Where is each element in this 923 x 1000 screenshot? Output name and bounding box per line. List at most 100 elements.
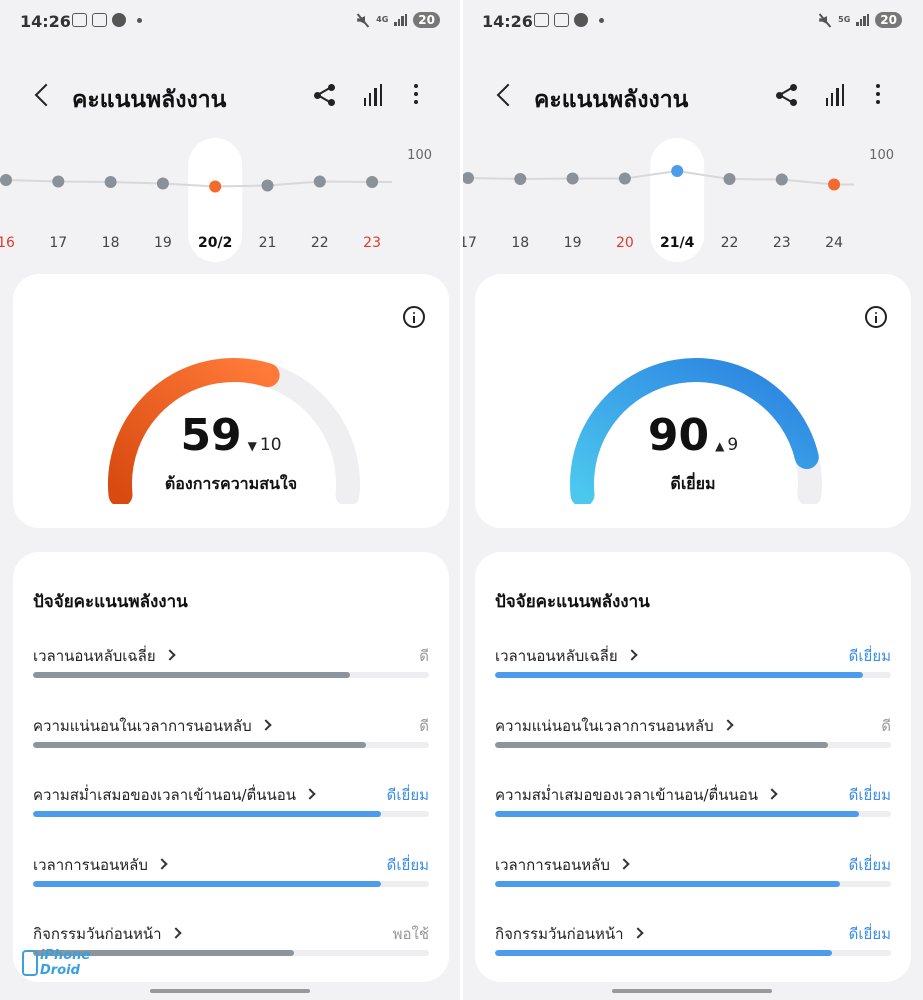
factor-progress-fill bbox=[33, 672, 350, 678]
phone-screen-1: 14:26 4G 20 คะแนนพลังงาน 16 17 18 19 20/2 21 22 23 1… bbox=[0, 0, 462, 1000]
factor-label: ความสม่ำเสมอของเวลาเข้านอน/ตื่นนอน bbox=[495, 783, 778, 807]
more-notifications-icon bbox=[599, 17, 604, 23]
trend-scale-label: 100 bbox=[407, 148, 432, 163]
factor-rating: ดีเยี่ยม bbox=[386, 855, 429, 874]
chevron-right-icon bbox=[163, 649, 176, 661]
system-icons: 5G 20 bbox=[818, 12, 902, 28]
trend-point[interactable] bbox=[775, 173, 788, 186]
trend-point[interactable] bbox=[566, 172, 579, 185]
chevron-right-icon bbox=[304, 788, 316, 800]
more-options-icon[interactable] bbox=[876, 84, 880, 104]
factor-rating: ดี bbox=[419, 647, 429, 665]
battery-indicator: 20 bbox=[875, 12, 902, 28]
trend-point[interactable] bbox=[828, 178, 841, 191]
trend-point[interactable] bbox=[209, 180, 222, 193]
trend-point[interactable] bbox=[52, 175, 65, 188]
trend-point[interactable] bbox=[514, 173, 527, 185]
watermark-line2: Droid bbox=[40, 963, 80, 978]
share-icon[interactable] bbox=[776, 84, 798, 106]
trends-icon[interactable] bbox=[364, 84, 382, 106]
trend-point[interactable] bbox=[104, 176, 117, 188]
trend-day-label[interactable]: 17 bbox=[49, 235, 67, 251]
trends-icon[interactable] bbox=[826, 84, 844, 106]
factor-row[interactable]: เวลานอนหลับเฉลี่ย ดีเยี่ยม bbox=[495, 644, 891, 684]
watermark-text: iPhone Droid bbox=[40, 948, 90, 978]
factor-row[interactable]: ความแน่นอนในเวลาการนอนหลับ ดี bbox=[495, 714, 891, 754]
factor-progress-fill bbox=[495, 880, 840, 887]
score-delta: ▲ 9 bbox=[715, 435, 738, 455]
trend-day-label[interactable]: 19 bbox=[154, 235, 172, 251]
trend-line bbox=[462, 169, 854, 186]
home-indicator bbox=[612, 989, 772, 993]
chevron-right-icon bbox=[169, 927, 182, 939]
trend-day-label[interactable]: 23 bbox=[363, 235, 381, 251]
factor-row[interactable]: กิจกรรมวันก่อนหน้า ดีเยี่ยม bbox=[495, 922, 891, 962]
score-factors-card: ปัจจัยคะแนนพลังงานเวลานอนหลับเฉลี่ย ดีเยี… bbox=[475, 552, 911, 982]
chevron-right-icon bbox=[721, 718, 734, 731]
status-time: 14:26 bbox=[482, 12, 533, 31]
trend-day-label[interactable]: 21 bbox=[259, 235, 277, 251]
factor-progress-track bbox=[495, 880, 891, 887]
factor-row[interactable]: เวลานอนหลับเฉลี่ย ดี bbox=[33, 644, 429, 684]
trend-day-label[interactable]: 24 bbox=[825, 235, 843, 251]
mute-icon bbox=[356, 13, 370, 27]
trend-point[interactable] bbox=[671, 165, 684, 177]
trend-point[interactable] bbox=[0, 174, 12, 186]
trend-day-label[interactable]: 16 bbox=[0, 235, 15, 251]
back-icon[interactable] bbox=[496, 82, 512, 108]
score-value-row: 59 ▼ 10 bbox=[13, 410, 449, 461]
factor-row[interactable]: ความสม่ำเสมอของเวลาเข้านอน/ตื่นนอน ดีเยี่… bbox=[495, 783, 891, 823]
factor-rating: ดีเยี่ยม bbox=[848, 855, 891, 874]
score-delta: ▼ 10 bbox=[248, 435, 282, 455]
score-value: 59 bbox=[180, 410, 242, 461]
factor-row[interactable]: ความสม่ำเสมอของเวลาเข้านอน/ตื่นนอน ดีเยี่… bbox=[33, 783, 429, 823]
app-bar: คะแนนพลังงาน bbox=[0, 74, 462, 118]
trend-point[interactable] bbox=[462, 172, 474, 184]
factor-row[interactable]: เวลาการนอนหลับ ดีเยี่ยม bbox=[33, 853, 429, 893]
factor-progress-track bbox=[33, 950, 429, 956]
factor-label: ความแน่นอนในเวลาการนอนหลับ bbox=[33, 714, 272, 738]
trend-point[interactable] bbox=[313, 175, 326, 188]
gauge-fill bbox=[108, 358, 280, 504]
trend-day-label[interactable]: 18 bbox=[511, 235, 529, 251]
trend-day-label[interactable]: 20 bbox=[616, 235, 634, 251]
factor-row[interactable]: ความแน่นอนในเวลาการนอนหลับ ดี bbox=[33, 714, 429, 754]
trend-day-label[interactable]: 19 bbox=[564, 235, 582, 251]
factor-label: ความสม่ำเสมอของเวลาเข้านอน/ตื่นนอน bbox=[33, 783, 316, 807]
trend-day-label[interactable]: 21/4 bbox=[660, 235, 695, 251]
trend-point[interactable] bbox=[261, 179, 274, 192]
more-options-icon[interactable] bbox=[414, 84, 418, 104]
factor-label-text: เวลาการนอนหลับ bbox=[495, 855, 610, 874]
info-icon[interactable] bbox=[865, 306, 887, 328]
factors-title: ปัจจัยคะแนนพลังงาน bbox=[495, 592, 650, 612]
chevron-right-icon bbox=[766, 788, 778, 800]
trend-point[interactable] bbox=[366, 176, 379, 188]
score-gauge bbox=[570, 358, 822, 504]
trend-day-label[interactable]: 22 bbox=[721, 235, 739, 251]
trend-day-label[interactable]: 17 bbox=[462, 235, 477, 251]
screen-divider bbox=[460, 0, 463, 1000]
page-title: คะแนนพลังงาน bbox=[72, 87, 227, 113]
watermark-line1: iPhone bbox=[40, 948, 91, 963]
factor-progress-fill bbox=[33, 950, 295, 956]
chevron-right-icon bbox=[156, 857, 168, 870]
factor-row[interactable]: กิจกรรมวันก่อนหน้า พอใช้ bbox=[33, 922, 429, 962]
energy-score-card: 90 ▲ 9 ดีเยี่ยม bbox=[475, 274, 911, 528]
factor-progress-fill bbox=[495, 741, 828, 748]
trend-point[interactable] bbox=[156, 177, 169, 190]
factor-row[interactable]: เวลาการนอนหลับ ดีเยี่ยม bbox=[495, 853, 891, 893]
trend-day-label[interactable]: 23 bbox=[773, 235, 791, 251]
app-bar: คะแนนพลังงาน bbox=[462, 74, 923, 118]
trend-day-label[interactable]: 22 bbox=[311, 235, 329, 251]
info-icon[interactable] bbox=[403, 306, 425, 328]
trend-day-label[interactable]: 20/2 bbox=[198, 235, 232, 251]
trend-point[interactable] bbox=[618, 172, 631, 185]
trend-chart[interactable]: 16 17 18 19 20/2 21 22 23 bbox=[0, 136, 462, 266]
mute-icon bbox=[818, 13, 832, 27]
trend-point[interactable] bbox=[723, 173, 736, 185]
back-icon[interactable] bbox=[34, 82, 50, 108]
trend-line bbox=[0, 179, 392, 188]
trend-chart[interactable]: 17 18 19 20 21/4 22 23 24 bbox=[462, 136, 923, 266]
trend-day-label[interactable]: 18 bbox=[102, 235, 120, 251]
share-icon[interactable] bbox=[314, 84, 336, 106]
